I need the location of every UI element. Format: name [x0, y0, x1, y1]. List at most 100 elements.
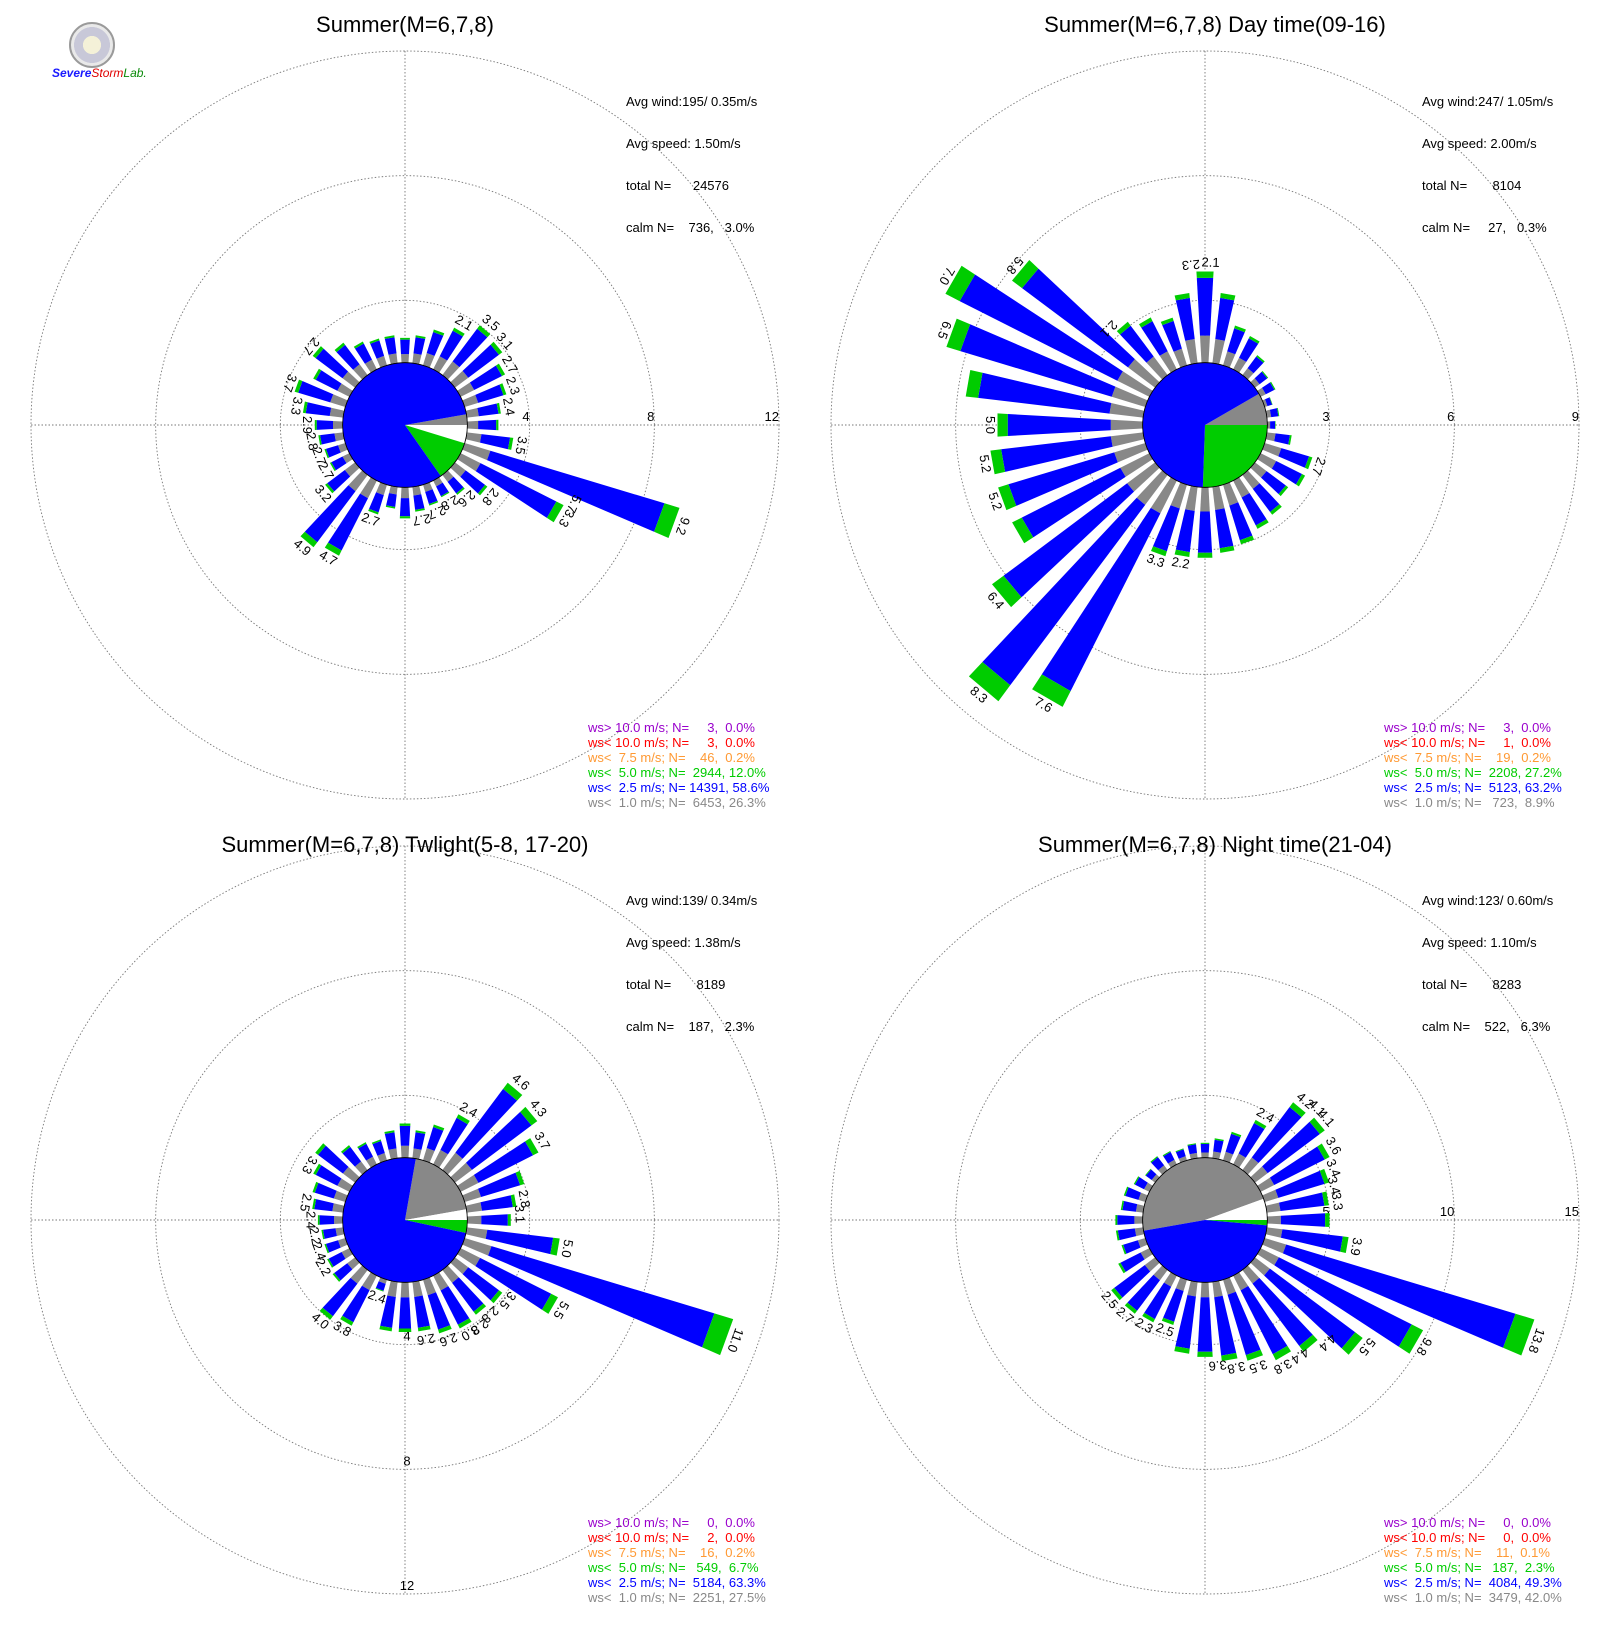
wind-bar-segment [1120, 453, 1153, 477]
wind-bar-segment [968, 662, 1011, 702]
wind-bar-segment [1197, 1297, 1213, 1352]
wind-bar-segment [496, 419, 499, 431]
wind-bar-segment [353, 341, 364, 349]
wind-bar-segment [1139, 317, 1153, 328]
wind-bar-segment [426, 332, 444, 356]
wind-bar-segment [370, 340, 385, 359]
wind-bar-segment [1163, 1288, 1184, 1322]
wind-bar-segment [1254, 371, 1268, 385]
wind-bar-segment [442, 1265, 459, 1283]
wind-bar-segment [462, 1188, 482, 1202]
legend-entry: ws< 1.0 m/s; N= 2251, 27.5% [588, 1590, 766, 1605]
bar-value-label: 3.6 [1208, 1357, 1227, 1374]
legend-entry: ws< 2.5 m/s; N= 5184, 63.3% [588, 1575, 766, 1590]
wind-bar-segment [1124, 1302, 1138, 1314]
wind-bar-segment [465, 1202, 482, 1213]
wind-bar-segment [1187, 1144, 1197, 1155]
wind-bar-segment [368, 508, 379, 515]
wind-bar-segment [415, 1130, 426, 1134]
wind-bar-segment [312, 346, 324, 359]
avg-speed: Avg speed: 1.10m/s [1422, 935, 1537, 950]
wind-bar-segment [1012, 260, 1039, 289]
legend-entry: ws< 5.0 m/s; N= 549, 6.7% [588, 1560, 759, 1575]
wind-bar-segment [1278, 485, 1289, 497]
wind-bar-segment [702, 1313, 734, 1356]
wind-bar-segment [1223, 1277, 1236, 1295]
center-pie-slice [405, 425, 468, 444]
wind-bar-segment [320, 433, 336, 445]
center-pie-slice [405, 425, 465, 477]
wind-bar-segment [1214, 1138, 1224, 1142]
wind-bar-segment [1265, 432, 1276, 442]
wind-bar-segment [450, 1257, 469, 1275]
wind-bar-segment [336, 344, 360, 370]
wind-bar-segment [510, 1194, 517, 1208]
wind-bar-segment [338, 1238, 348, 1248]
wind-bar-segment [1134, 1216, 1143, 1224]
wind-bar-segment [1280, 1229, 1343, 1252]
wind-bar-segment [550, 1237, 560, 1256]
bar-value-label: 2.9 [300, 416, 315, 434]
wind-bar-segment [399, 498, 411, 517]
wind-bar-segment [1021, 467, 1126, 538]
wind-bar-segment [452, 1277, 484, 1312]
wind-bar-segment [1213, 1139, 1224, 1153]
wind-bar-segment [466, 1111, 532, 1170]
wind-bar-segment [1265, 409, 1272, 418]
wind-bar-segment [1145, 1169, 1157, 1180]
wind-bar-segment [1122, 1201, 1138, 1212]
wind-bar-segment [1271, 461, 1302, 485]
wind-rose-panel-daytime: 3 6 9 2.3 2.1 2.1 5.8 7.0 6.5 5.0 5.2 5.2 6.4 8.3 7.6 3… [810, 0, 1620, 820]
legend-entry: ws< 10.0 m/s; N= 0, 0.0% [1384, 1530, 1551, 1545]
wind-bar-segment [1270, 504, 1282, 515]
wind-bar-segment [1185, 485, 1198, 511]
wind-bar-segment [1134, 1227, 1145, 1237]
wind-bar-segment [1140, 1248, 1153, 1260]
wind-bar-segment [457, 1248, 481, 1267]
wind-bar-segment [1223, 1151, 1234, 1163]
wind-bar-segment [1175, 1277, 1187, 1291]
wind-bar-segment [440, 1117, 468, 1155]
wind-bar-segment [398, 1328, 412, 1332]
wind-bar-segment [1117, 371, 1153, 397]
wind-bar-segment [1277, 407, 1280, 417]
wind-bar-segment [1274, 433, 1290, 445]
logo-wordmark: SevereStormLab. [52, 66, 147, 80]
bar-value-label: 2.4 [500, 396, 518, 416]
wind-bar-segment [324, 448, 330, 459]
wind-bar-segment [1233, 477, 1250, 498]
wind-bar-segment [384, 1130, 395, 1134]
wind-bar-segment [447, 476, 464, 494]
wind-bar-segment [1212, 1280, 1223, 1298]
wind-bar-segment [465, 432, 482, 443]
wind-bar-segment [335, 1227, 345, 1236]
wind-bar-segment [364, 359, 377, 373]
wind-bar-segment [1255, 519, 1269, 529]
wind-bar-segment [475, 384, 504, 403]
bar-value-label: 5.7 [564, 493, 585, 516]
wind-bar-segment [1340, 1236, 1349, 1253]
wind-bar-segment [1257, 453, 1277, 469]
wind-bar-segment [654, 503, 680, 538]
wind-bar-segment [372, 1140, 385, 1156]
wind-bar-segment [477, 325, 491, 338]
wind-bar-segment [379, 1325, 393, 1332]
wind-bar-segment [328, 1252, 346, 1267]
wind-bar-segment [450, 462, 466, 477]
wind-bar-segment [333, 421, 343, 429]
wind-bar-segment [1123, 1240, 1141, 1254]
wind-bar-segment [1189, 1152, 1198, 1160]
center-pie-outline [342, 1157, 468, 1283]
wind-bar-segment [480, 434, 511, 450]
wind-bar-segment [1134, 1177, 1148, 1190]
wind-bar-segment [1250, 1257, 1270, 1276]
legend-entry: ws> 10.0 m/s; N= 3, 0.0% [588, 720, 755, 735]
wind-bar-segment [978, 372, 1112, 414]
legend-entry: ws< 7.5 m/s; N= 46, 0.2% [588, 750, 755, 765]
wind-bar-segment [1299, 1334, 1318, 1352]
bar-value-label: 2.7 [1309, 455, 1329, 477]
wind-bar-segment [316, 420, 333, 430]
wind-bar-segment [317, 1215, 320, 1225]
wind-bar-segment [425, 489, 438, 505]
wind-bar-segment [1275, 1170, 1325, 1198]
